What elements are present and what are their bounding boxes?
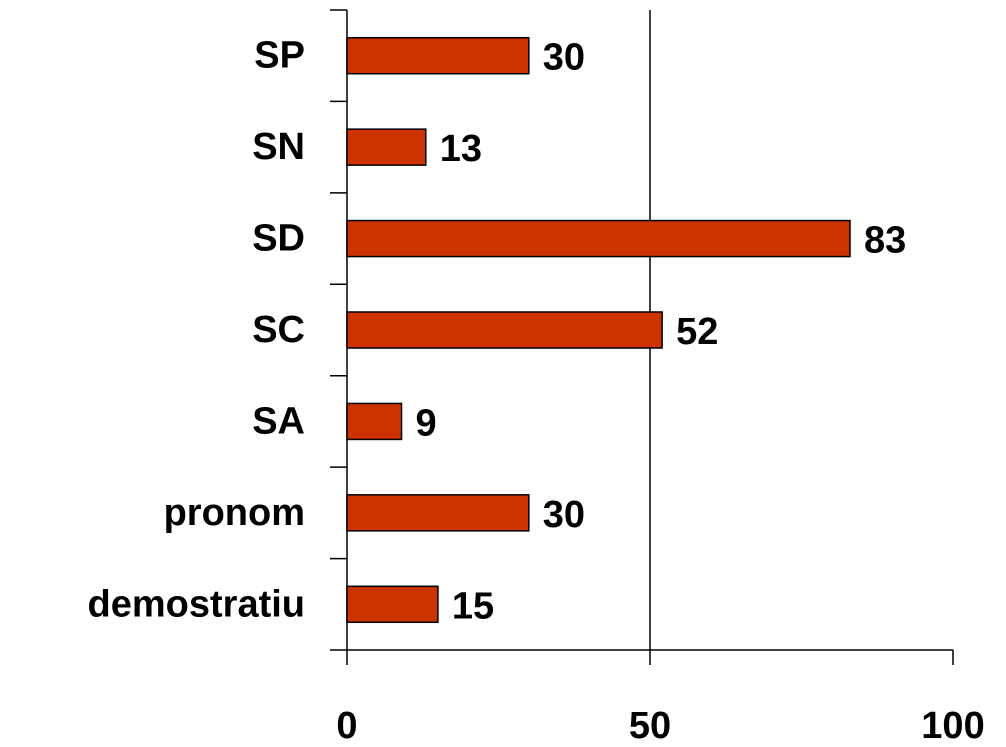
value-label: 30	[543, 494, 585, 536]
bar	[346, 311, 663, 349]
y-tick-label: SD	[252, 218, 305, 260]
bar	[346, 219, 851, 258]
bar	[346, 585, 439, 624]
bar	[346, 494, 530, 532]
value-label: 30	[543, 37, 585, 79]
y-tick-label: SN	[252, 126, 305, 168]
value-label: 13	[440, 128, 482, 170]
y-tick-label: pronom	[164, 492, 305, 534]
bar	[346, 36, 530, 75]
x-tick-label: 100	[921, 705, 984, 747]
y-tick-label: SP	[254, 35, 305, 77]
y-tick-label: SA	[252, 400, 305, 442]
value-label: 15	[452, 585, 494, 627]
value-label: 83	[864, 220, 906, 262]
bar	[346, 402, 403, 441]
bar	[346, 128, 427, 166]
value-label: 52	[676, 311, 718, 353]
y-tick-label: demostratiu	[88, 583, 305, 625]
y-tick-label: SC	[252, 309, 305, 351]
x-tick-label: 0	[336, 705, 357, 747]
x-tick-label: 50	[629, 705, 671, 747]
value-label: 9	[416, 402, 437, 444]
